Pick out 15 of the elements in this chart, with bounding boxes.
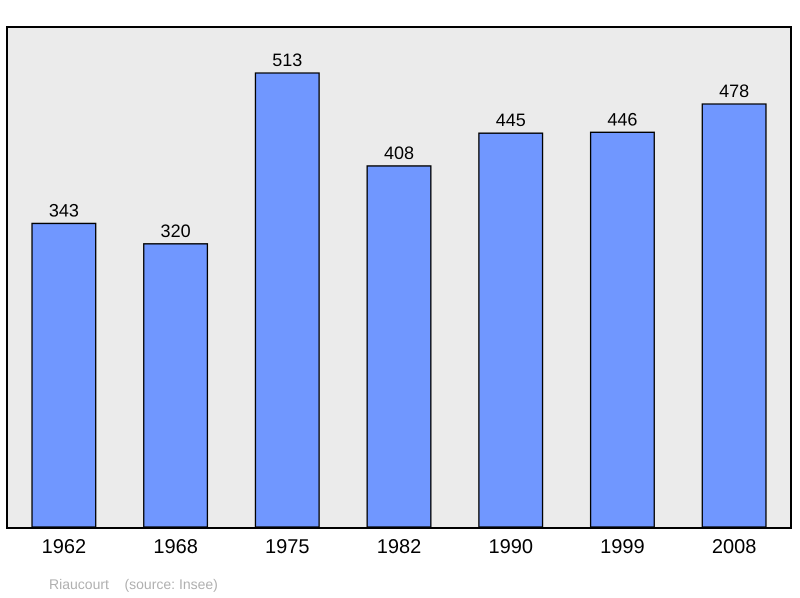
x-tick-label: 1982 [376,536,422,558]
data-label: 513 [272,50,302,70]
data-label: 343 [48,200,79,220]
x-tick-label: 1968 [153,536,198,558]
x-tick-label: 1990 [488,536,533,558]
x-tick-label: 2008 [712,536,756,558]
data-label: 408 [384,142,414,163]
x-tick-label: 1962 [42,536,86,558]
data-label: 478 [719,80,750,101]
data-label: 445 [496,110,526,130]
data-label: 320 [160,220,191,241]
data-label: 446 [607,109,638,130]
text: Riaucourt (source: Insee) [49,576,218,592]
x-tick-label: 1975 [265,536,310,558]
x-tick-label: 1999 [600,536,645,558]
